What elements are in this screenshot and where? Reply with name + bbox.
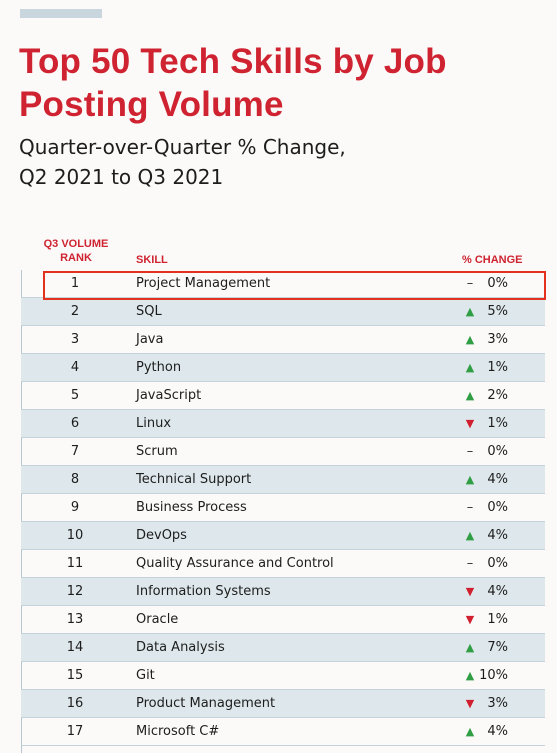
down-arrow-icon: ▼	[465, 585, 475, 598]
rank-cell: 11	[66, 556, 84, 571]
rank-cell: 9	[70, 500, 80, 515]
table-left-border	[21, 270, 22, 753]
rank-cell: 15	[66, 668, 84, 683]
table-row: 13 Oracle ▼ 1%	[21, 606, 545, 634]
table-row: 16 Product Management ▼ 3%	[21, 690, 545, 718]
change-cell: 4%	[487, 528, 508, 543]
skill-cell: Scrum	[136, 444, 178, 459]
rank-cell: 8	[70, 472, 80, 487]
table-row: 7 Scrum –0%	[21, 438, 545, 466]
skill-cell: Microsoft C#	[136, 724, 220, 739]
top-accent-bar	[20, 9, 102, 18]
table-row: 9 Business Process –0%	[21, 494, 545, 522]
table-row: 4 Python ▲ 1%	[21, 354, 545, 382]
change-cell: 0%	[487, 556, 508, 571]
rank-cell: 14	[66, 640, 84, 655]
rank-cell: 3	[70, 332, 80, 347]
up-arrow-icon: ▲	[465, 389, 475, 402]
skill-cell: Project Management	[136, 276, 271, 291]
no-change-dash-icon: –	[466, 556, 474, 571]
change-cell: 4%	[487, 584, 508, 599]
up-arrow-icon: ▲	[465, 725, 475, 738]
change-cell: 1%	[487, 612, 508, 627]
subtitle-line-1: Quarter-over-Quarter % Change,	[19, 135, 346, 159]
table-row: 1 Project Management –0%	[21, 270, 545, 298]
column-header-skill: SKILL	[136, 254, 168, 266]
skill-cell: JavaScript	[136, 388, 202, 403]
change-cell: 7%	[487, 640, 508, 655]
change-cell: 3%	[487, 696, 508, 711]
skills-table: 1 Project Management –0% 2 SQL ▲ 5% 3 Java ▲ 3% 4 Py…	[21, 270, 545, 753]
rank-cell: 2	[70, 304, 80, 319]
skill-cell: Business Process	[136, 500, 247, 515]
skill-cell: Java	[136, 332, 164, 347]
skill-cell: Oracle	[136, 612, 179, 627]
rank-cell: 12	[66, 584, 84, 599]
column-header-rank: Q3 VOLUME RANK	[43, 238, 109, 264]
table-row: 2 SQL ▲ 5%	[21, 298, 545, 326]
table-row: 15 Git ▲ 10%	[21, 662, 545, 690]
change-cell: 1%	[487, 416, 508, 431]
table-row: 14 Data Analysis ▲ 7%	[21, 634, 545, 662]
down-arrow-icon: ▼	[465, 697, 475, 710]
column-header-change: % CHANGE	[462, 254, 523, 266]
no-change-dash-icon: –	[466, 444, 474, 459]
skill-cell: Linux	[136, 416, 172, 431]
skill-cell: DevOps	[136, 528, 187, 543]
skill-cell: Product Management	[136, 696, 276, 711]
subtitle-line-2: Q2 2021 to Q3 2021	[19, 165, 224, 189]
skill-cell: Information Systems	[136, 584, 271, 599]
rank-cell: 4	[70, 360, 80, 375]
change-cell: 4%	[487, 472, 508, 487]
skill-cell: Technical Support	[136, 472, 252, 487]
skill-cell: Python	[136, 360, 182, 375]
change-cell: 0%	[487, 444, 508, 459]
change-cell: 5%	[487, 304, 508, 319]
table-row: 12 Information Systems ▼ 4%	[21, 578, 545, 606]
up-arrow-icon: ▲	[465, 333, 475, 346]
rank-cell: 6	[70, 416, 80, 431]
up-arrow-icon: ▲	[465, 529, 475, 542]
rank-cell: 7	[70, 444, 80, 459]
skill-cell: SQL	[136, 304, 162, 319]
up-arrow-icon: ▲	[465, 473, 475, 486]
rank-cell: 10	[66, 528, 84, 543]
rank-cell: 16	[66, 696, 84, 711]
up-arrow-icon: ▲	[465, 641, 475, 654]
change-cell: 4%	[487, 724, 508, 739]
change-cell: 3%	[487, 332, 508, 347]
change-cell: 2%	[487, 388, 508, 403]
no-change-dash-icon: –	[466, 500, 474, 515]
table-row: 17 Microsoft C# ▲ 4%	[21, 718, 545, 746]
skill-cell: Git	[136, 668, 155, 683]
table-row: 10 DevOps ▲ 4%	[21, 522, 545, 550]
up-arrow-icon: ▲	[465, 305, 475, 318]
skill-cell: Data Analysis	[136, 640, 225, 655]
rank-cell: 5	[70, 388, 80, 403]
page-subtitle: Quarter-over-Quarter % Change, Q2 2021 t…	[19, 132, 539, 192]
change-cell: 0%	[487, 276, 508, 291]
rank-cell: 17	[66, 724, 84, 739]
table-row: 3 Java ▲ 3%	[21, 326, 545, 354]
rank-cell: 13	[66, 612, 84, 627]
page-title: Top 50 Tech Skills by Job Posting Volume	[19, 42, 447, 124]
table-row: 8 Technical Support ▲ 4%	[21, 466, 545, 494]
change-cell: 10%	[479, 668, 508, 683]
table-row: 5 JavaScript ▲ 2%	[21, 382, 545, 410]
skill-cell: Quality Assurance and Control	[136, 556, 334, 571]
up-arrow-icon: ▲	[465, 361, 475, 374]
up-arrow-icon: ▲	[465, 669, 475, 682]
down-arrow-icon: ▼	[465, 417, 475, 430]
table-row: 11 Quality Assurance and Control –0%	[21, 550, 545, 578]
change-cell: 0%	[487, 500, 508, 515]
rank-cell: 1	[70, 276, 80, 291]
down-arrow-icon: ▼	[465, 613, 475, 626]
change-cell: 1%	[487, 360, 508, 375]
no-change-dash-icon: –	[466, 276, 474, 291]
table-row: 6 Linux ▼ 1%	[21, 410, 545, 438]
